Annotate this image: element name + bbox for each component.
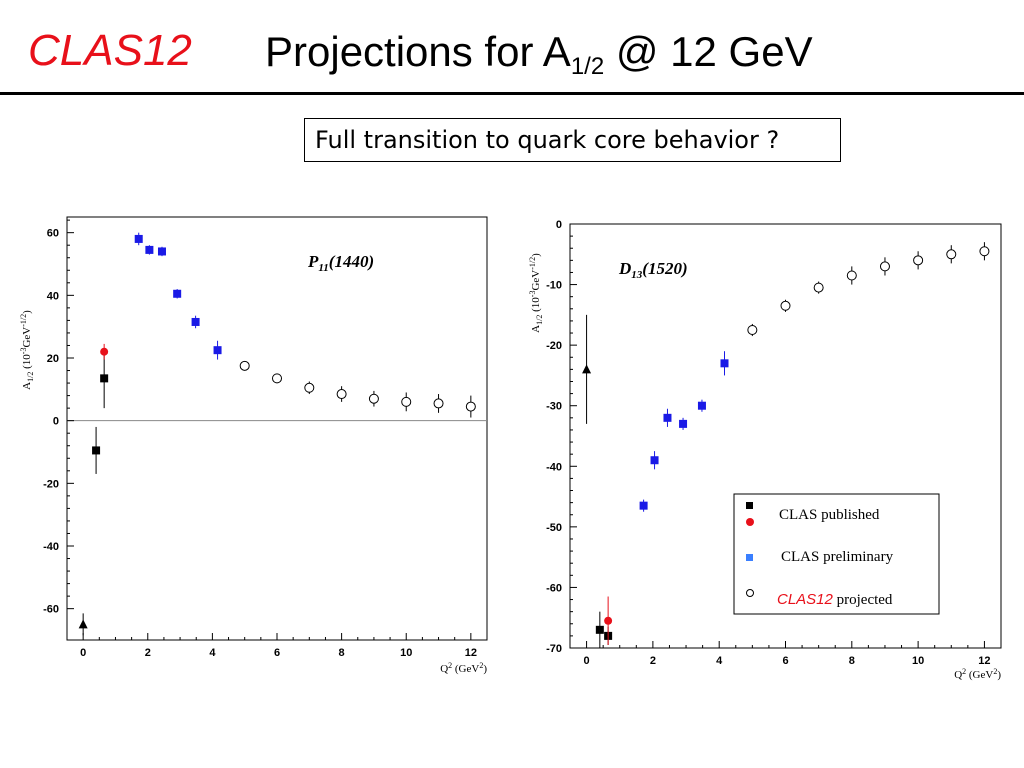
x-tick-label: 12 [978, 655, 990, 667]
y-tick-label: -40 [546, 461, 562, 473]
data-point-circle [100, 347, 109, 356]
title-main: Projections for A [265, 28, 571, 75]
legend-box [733, 493, 940, 615]
data-point-open-circle [946, 249, 957, 260]
data-point-square [92, 446, 101, 455]
y-tick-label: -30 [546, 401, 562, 413]
data-point-triangle [582, 364, 592, 374]
legend: CLAS published CLAS preliminary CLAS12 p… [733, 493, 940, 615]
x-axis-label: Q2 (GeV2) [954, 667, 1001, 681]
data-point-open-circle [913, 255, 924, 266]
x-tick-label: 6 [274, 647, 280, 659]
y-tick-label: -70 [546, 643, 562, 655]
legend-marker-projected [746, 589, 754, 597]
data-point-square [697, 401, 706, 410]
data-point-square [100, 374, 109, 383]
data-point-open-circle [304, 382, 315, 393]
data-point-square [639, 501, 648, 510]
data-point-open-circle [979, 246, 990, 257]
data-point-square [173, 289, 182, 298]
y-axis-label: A1/2 (10-3GeV-1/2) [19, 310, 35, 390]
state-label: P11(1440) [307, 252, 374, 274]
x-tick-label: 4 [716, 655, 723, 667]
x-tick-label: 0 [80, 647, 86, 659]
legend-marker-published-dot [746, 518, 754, 526]
data-point-open-circle [465, 401, 476, 412]
chart-p11: 0 2 4 6 8 10 12 -60 -40 -20 0 20 40 60 A1/2 (10-3GeV-… [19, 216, 488, 675]
chart-d13: 0 2 4 6 8 10 12 -70 -60 -50 -40 -30 -20 -10 0 A1/2 (10… [528, 219, 1002, 681]
y-tick-label: 40 [47, 290, 59, 302]
x-tick-label: 0 [584, 655, 590, 667]
y-tick-label: 20 [47, 353, 59, 365]
data-point-square [663, 413, 672, 422]
x-axis-label: Q2 (GeV2) [440, 661, 487, 675]
data-point-square [650, 456, 659, 465]
title-subscript: 1/2 [570, 53, 605, 80]
data-point-square [157, 247, 166, 256]
title-divider [0, 92, 1024, 95]
x-tick-label: 8 [849, 655, 855, 667]
clas12-logo: CLAS12 [28, 26, 192, 75]
data-point-open-circle [433, 398, 444, 409]
data-point-triangle [78, 619, 88, 629]
data-point-square [595, 625, 604, 634]
x-tick-label: 10 [912, 655, 924, 667]
y-tick-label: -60 [43, 604, 59, 616]
state-label: D13(1520) [618, 259, 688, 281]
x-tick-label: 12 [465, 647, 477, 659]
data-point-open-circle [239, 360, 250, 371]
x-tick-label: 8 [339, 647, 345, 659]
data-point-open-circle [272, 373, 282, 384]
y-tick-label: 60 [47, 228, 59, 240]
y-tick-label: -10 [546, 280, 562, 292]
title-rest: @ 12 GeV [604, 28, 813, 75]
x-tick-label: 6 [782, 655, 788, 667]
y-tick-label: -60 [546, 582, 562, 594]
data-point-square [720, 359, 729, 368]
x-tick-label: 2 [650, 655, 656, 667]
data-point-square [191, 317, 200, 326]
y-tick-label: -40 [43, 541, 59, 553]
y-tick-label: 0 [53, 416, 59, 428]
legend-label-published: CLAS published [779, 507, 880, 523]
data-point-open-circle [401, 396, 412, 407]
legend-marker-published-square [746, 502, 753, 509]
subtitle-box: Full transition to quark core behavior ? [304, 118, 841, 162]
x-tick-label: 10 [400, 647, 412, 659]
data-point-open-circle [879, 261, 890, 272]
x-tick-label: 2 [145, 647, 151, 659]
data-point-open-circle [846, 270, 857, 281]
data-point-square [145, 245, 154, 254]
y-tick-label: -20 [546, 340, 562, 352]
data-point-open-circle [780, 300, 791, 311]
legend-marker-preliminary [746, 554, 753, 561]
legend-label-projected: CLAS12 projected [777, 591, 893, 608]
y-tick-label: 0 [556, 219, 562, 231]
x-tick-label: 4 [209, 647, 216, 659]
page-title: Projections for A1/2 @ 12 GeV [265, 28, 813, 81]
y-tick-label: -20 [43, 478, 59, 490]
y-tick-label: -50 [546, 522, 562, 534]
plot-frame [66, 216, 488, 641]
data-point-circle [604, 616, 613, 625]
data-point-open-circle [813, 282, 824, 293]
data-point-open-circle [747, 325, 758, 335]
data-point-open-circle [336, 389, 347, 400]
data-point-open-circle [368, 393, 379, 404]
y-axis-label: A1/2 (10-3GeV-1/2) [528, 253, 544, 333]
data-point-square [213, 346, 222, 355]
data-point-square [679, 419, 688, 428]
data-point-square [134, 234, 143, 243]
legend-label-preliminary: CLAS preliminary [781, 549, 894, 565]
